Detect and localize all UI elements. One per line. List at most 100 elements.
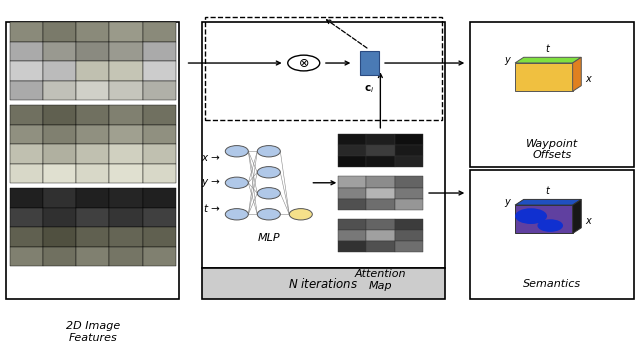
Text: $t$: $t$ — [545, 42, 552, 54]
Bar — [366, 176, 394, 187]
Bar — [10, 164, 43, 183]
Bar — [109, 125, 143, 144]
Bar — [76, 42, 109, 61]
Polygon shape — [515, 57, 581, 63]
Bar — [109, 22, 143, 42]
Circle shape — [257, 146, 280, 157]
Bar — [43, 208, 76, 227]
Bar — [10, 208, 43, 227]
Bar — [338, 199, 366, 210]
Bar — [394, 187, 423, 199]
Bar — [10, 81, 43, 100]
Bar — [109, 188, 143, 208]
Bar — [394, 241, 423, 252]
Bar — [76, 247, 109, 266]
FancyBboxPatch shape — [202, 268, 445, 299]
Text: Waypoint
Offsets: Waypoint Offsets — [526, 139, 578, 160]
Circle shape — [257, 167, 280, 178]
FancyBboxPatch shape — [515, 205, 573, 234]
Bar — [10, 188, 43, 208]
Bar — [338, 145, 366, 156]
Text: $y$ →: $y$ → — [201, 177, 221, 189]
Text: Attention
Map: Attention Map — [355, 269, 406, 291]
Bar — [10, 227, 43, 247]
Polygon shape — [573, 199, 581, 234]
Bar — [10, 105, 43, 125]
Bar — [10, 144, 43, 164]
Bar — [338, 156, 366, 167]
Bar — [143, 22, 176, 42]
Bar — [76, 61, 109, 81]
Bar — [43, 22, 76, 42]
Bar — [76, 144, 109, 164]
Bar — [43, 105, 76, 125]
Bar — [76, 105, 109, 125]
Text: $t$: $t$ — [545, 184, 552, 196]
Bar — [394, 176, 423, 187]
Bar — [338, 230, 366, 241]
Bar — [76, 22, 109, 42]
Text: $y$: $y$ — [504, 55, 512, 67]
Text: $\mathbf{c}_i$: $\mathbf{c}_i$ — [364, 83, 374, 94]
Bar — [366, 156, 394, 167]
Bar — [10, 42, 43, 61]
Bar — [109, 81, 143, 100]
Bar — [366, 219, 394, 230]
Bar — [10, 247, 43, 266]
Bar — [143, 42, 176, 61]
FancyBboxPatch shape — [202, 22, 445, 268]
Bar — [338, 176, 366, 187]
Bar — [109, 42, 143, 61]
Bar — [366, 187, 394, 199]
Bar — [43, 188, 76, 208]
FancyBboxPatch shape — [360, 51, 379, 75]
Bar — [366, 145, 394, 156]
Bar — [109, 208, 143, 227]
Text: $t$ →: $t$ → — [204, 202, 221, 214]
Bar — [43, 125, 76, 144]
Bar — [143, 247, 176, 266]
Bar — [143, 61, 176, 81]
Polygon shape — [515, 199, 581, 205]
Bar — [143, 188, 176, 208]
Bar — [338, 241, 366, 252]
Bar — [76, 208, 109, 227]
Bar — [143, 105, 176, 125]
Circle shape — [225, 209, 248, 220]
Bar — [394, 145, 423, 156]
Bar — [109, 61, 143, 81]
Bar — [366, 134, 394, 145]
Bar — [143, 227, 176, 247]
Bar — [43, 144, 76, 164]
Bar — [143, 125, 176, 144]
Text: Semantics: Semantics — [523, 279, 581, 289]
Bar — [143, 144, 176, 164]
Bar — [76, 227, 109, 247]
Circle shape — [538, 219, 563, 232]
Text: $N$ iterations: $N$ iterations — [288, 277, 358, 291]
Bar — [143, 164, 176, 183]
Bar — [338, 219, 366, 230]
Circle shape — [225, 146, 248, 157]
Text: $x$ →: $x$ → — [201, 153, 221, 162]
Bar — [109, 164, 143, 183]
Polygon shape — [573, 57, 581, 91]
Circle shape — [288, 55, 320, 71]
Bar — [43, 227, 76, 247]
Bar — [43, 247, 76, 266]
Bar — [76, 125, 109, 144]
Bar — [10, 22, 43, 42]
Bar — [109, 105, 143, 125]
Circle shape — [257, 188, 280, 199]
Bar — [10, 61, 43, 81]
Bar — [76, 164, 109, 183]
FancyBboxPatch shape — [470, 170, 634, 299]
Bar — [43, 81, 76, 100]
Bar — [394, 156, 423, 167]
Bar — [76, 81, 109, 100]
Circle shape — [257, 209, 280, 220]
Circle shape — [515, 208, 547, 224]
Bar — [394, 199, 423, 210]
Bar — [366, 241, 394, 252]
Text: $x$: $x$ — [586, 216, 593, 226]
